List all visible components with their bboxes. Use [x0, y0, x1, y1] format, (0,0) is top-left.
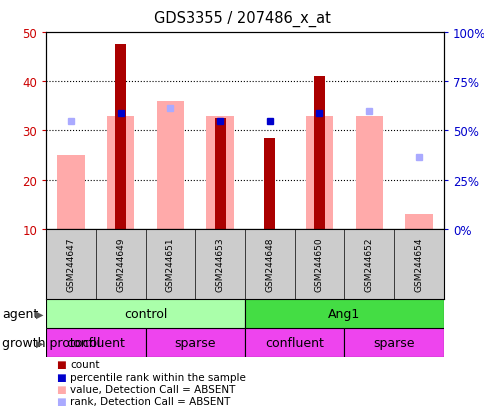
Text: confluent: confluent: [265, 336, 323, 349]
Text: GSM244654: GSM244654: [413, 237, 423, 292]
Bar: [244, 299, 443, 328]
Text: rank, Detection Call = ABSENT: rank, Detection Call = ABSENT: [70, 396, 230, 406]
Text: ▶: ▶: [36, 309, 44, 319]
Bar: [46, 299, 244, 328]
Bar: [313, 77, 324, 229]
Bar: [156, 102, 183, 229]
Bar: [305, 116, 333, 229]
Bar: [264, 138, 275, 229]
Text: GSM244653: GSM244653: [215, 237, 224, 292]
Text: ■: ■: [56, 396, 65, 406]
Text: GSM244650: GSM244650: [314, 237, 323, 292]
Text: sparse: sparse: [373, 336, 414, 349]
Bar: [46, 328, 145, 357]
Text: agent: agent: [2, 307, 39, 320]
Bar: [214, 119, 225, 229]
Text: growth protocol: growth protocol: [2, 336, 101, 349]
Text: confluent: confluent: [66, 336, 125, 349]
Text: GSM244648: GSM244648: [265, 237, 274, 292]
Text: GSM244651: GSM244651: [166, 237, 175, 292]
Text: count: count: [70, 359, 100, 369]
Text: control: control: [123, 307, 167, 320]
Text: ■: ■: [56, 372, 65, 382]
Text: GDS3355 / 207486_x_at: GDS3355 / 207486_x_at: [154, 10, 330, 26]
Text: GSM244652: GSM244652: [364, 237, 373, 292]
Text: ▶: ▶: [36, 338, 44, 348]
Text: value, Detection Call = ABSENT: value, Detection Call = ABSENT: [70, 384, 235, 394]
Text: ■: ■: [56, 384, 65, 394]
Text: GSM244647: GSM244647: [66, 237, 76, 292]
Text: percentile rank within the sample: percentile rank within the sample: [70, 372, 246, 382]
Bar: [107, 116, 134, 229]
Bar: [244, 328, 344, 357]
Bar: [145, 328, 244, 357]
Text: Ang1: Ang1: [328, 307, 360, 320]
Bar: [115, 45, 126, 229]
Bar: [405, 214, 432, 229]
Bar: [206, 116, 233, 229]
Text: sparse: sparse: [174, 336, 215, 349]
Bar: [344, 328, 443, 357]
Bar: [57, 156, 84, 229]
Text: GSM244649: GSM244649: [116, 237, 125, 292]
Text: ■: ■: [56, 359, 65, 369]
Bar: [355, 116, 382, 229]
